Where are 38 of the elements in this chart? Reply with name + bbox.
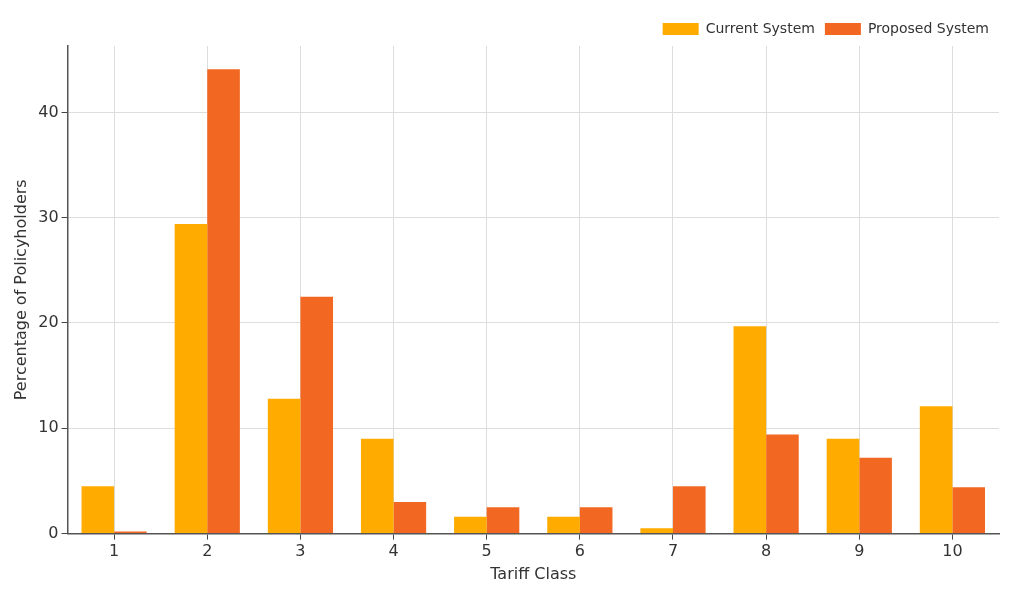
y-tick-label: 20 [38, 312, 59, 332]
y-tick-label: 40 [38, 101, 59, 121]
bar [673, 486, 706, 534]
bar [579, 507, 613, 534]
x-tick-label: 9 [854, 541, 865, 561]
bar [826, 438, 860, 534]
x-tick-label: 7 [667, 541, 679, 561]
bar [267, 398, 301, 534]
y-axis-title: Percentage of Policyholders [10, 179, 30, 401]
bar [766, 434, 799, 534]
y-tick-label: 0 [48, 522, 59, 542]
x-tick-label: 8 [761, 541, 772, 561]
bar [640, 528, 673, 534]
bar [174, 223, 208, 534]
bar [859, 457, 892, 534]
x-tick-label: 2 [202, 541, 213, 561]
legend-label: Current System [705, 19, 815, 36]
bar [360, 438, 394, 534]
y-tick-label: 10 [38, 417, 59, 437]
x-tick-label: 10 [942, 541, 963, 561]
x-tick-label: 5 [481, 541, 492, 561]
x-tick-label: 3 [295, 541, 306, 561]
bar [919, 406, 953, 534]
x-tick-label: 6 [574, 541, 585, 561]
bar [454, 516, 487, 534]
bar [486, 507, 520, 534]
bar [733, 326, 767, 534]
bar [952, 487, 986, 534]
y-tick-label: 30 [38, 206, 59, 226]
x-tick-label: 1 [109, 541, 120, 561]
legend-label: Proposed System [867, 19, 990, 36]
bar [207, 69, 240, 534]
bar [393, 502, 427, 534]
bar [547, 516, 580, 534]
x-axis-title: Tariff Class [489, 563, 577, 583]
bar [300, 296, 334, 534]
bar [81, 486, 115, 534]
x-tick-label: 4 [388, 541, 399, 561]
